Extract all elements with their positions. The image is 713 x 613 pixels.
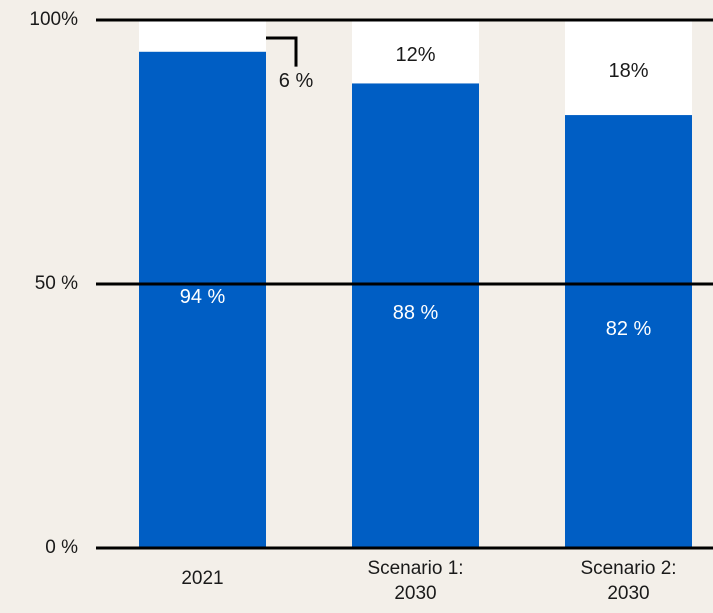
bar-segment xyxy=(139,51,266,549)
bar-value-label: 12% xyxy=(395,44,435,66)
gridlines xyxy=(96,18,713,550)
x-category-label: 2021 xyxy=(181,568,223,589)
bar-value-labels: 94 % 6 % 88 % 12% 82 % 18% xyxy=(180,36,652,340)
x-category-label-line: 2030 xyxy=(394,583,436,604)
bar-segment xyxy=(565,115,692,548)
x-category-label-line: 2021 xyxy=(181,568,223,589)
x-axis-categories: 2021 Scenario 1: 2030 Scenario 2: 2030 xyxy=(181,558,676,604)
y-tick-label: 100% xyxy=(29,9,78,30)
bar-segment xyxy=(139,20,266,52)
x-category-label: Scenario 1: 2030 xyxy=(367,558,463,604)
x-category-label-line: Scenario 2: xyxy=(580,558,676,579)
y-tick-label: 0 % xyxy=(45,537,78,558)
bar-value-label: 94 % xyxy=(180,286,226,308)
bar-value-label: 18% xyxy=(608,60,648,82)
bar-segment xyxy=(352,83,479,549)
bar-value-label: 6 % xyxy=(279,70,314,92)
bar-value-label: 88 % xyxy=(393,302,439,324)
x-category-label-line: 2030 xyxy=(607,583,649,604)
x-category-label: Scenario 2: 2030 xyxy=(580,558,676,604)
bar-value-label: 82 % xyxy=(606,318,652,340)
bar-segment xyxy=(565,20,692,116)
y-axis-ticks: 0 % 50 % 100% xyxy=(29,9,78,558)
y-tick-label: 50 % xyxy=(35,273,78,294)
bar-segment xyxy=(352,20,479,84)
label-leader-line xyxy=(266,36,298,67)
x-category-label-line: Scenario 1: xyxy=(367,558,463,579)
bars xyxy=(139,20,692,549)
